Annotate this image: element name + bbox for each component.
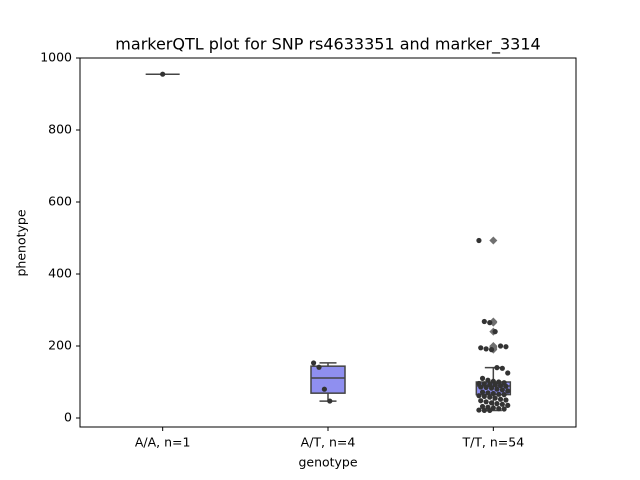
point — [160, 71, 166, 77]
point — [488, 347, 495, 353]
point — [497, 343, 504, 349]
point — [483, 384, 489, 390]
point — [487, 320, 493, 326]
point — [483, 399, 489, 405]
point — [494, 365, 500, 371]
point — [327, 398, 333, 404]
x-tick-label: T/T, n=54 — [461, 435, 524, 450]
y-axis-label: phenotype — [14, 209, 29, 276]
y-tick-label: 200 — [48, 338, 72, 353]
point — [483, 346, 489, 352]
point — [505, 388, 511, 394]
point — [311, 360, 317, 366]
point — [476, 407, 482, 413]
point — [496, 391, 502, 397]
point — [503, 383, 509, 389]
point — [479, 375, 486, 381]
point — [505, 402, 511, 408]
point — [479, 403, 486, 410]
point — [316, 364, 322, 370]
point — [481, 407, 487, 414]
point — [499, 387, 505, 393]
point — [487, 407, 493, 414]
point — [490, 405, 496, 411]
point — [479, 389, 486, 395]
y-tick-label: 0 — [64, 410, 72, 425]
point — [501, 406, 507, 412]
point — [476, 393, 482, 399]
point — [503, 397, 509, 403]
box — [310, 365, 346, 394]
point — [496, 406, 502, 412]
point — [497, 383, 504, 389]
x-tick-label: A/A, n=1 — [135, 435, 191, 450]
y-tick-label: 600 — [48, 194, 72, 209]
y-tick-label: 1000 — [40, 50, 72, 65]
point — [476, 237, 482, 244]
point — [497, 396, 504, 402]
point — [488, 385, 495, 391]
point — [499, 365, 505, 371]
point — [494, 386, 500, 392]
outlier — [489, 236, 498, 245]
point — [492, 329, 498, 335]
point — [490, 390, 496, 397]
point — [488, 400, 495, 406]
chart-title: markerQTL plot for SNP rs4633351 and mar… — [115, 35, 540, 55]
point — [499, 401, 505, 407]
point — [478, 345, 484, 351]
point — [485, 390, 491, 396]
point — [492, 382, 498, 388]
y-tick-label: 800 — [48, 122, 72, 137]
point — [501, 392, 507, 398]
point — [492, 395, 498, 401]
point — [485, 377, 491, 383]
y-tick-label: 400 — [48, 266, 72, 281]
point — [487, 394, 493, 400]
point — [478, 384, 484, 390]
point — [478, 398, 484, 404]
point — [481, 318, 487, 325]
plot-frame — [79, 57, 577, 428]
point — [503, 344, 509, 350]
x-axis-label: genotype — [298, 455, 357, 470]
point — [505, 370, 511, 376]
point — [494, 401, 500, 407]
point — [481, 393, 487, 399]
x-tick-label: A/T, n=4 — [301, 435, 356, 450]
point — [321, 386, 327, 392]
